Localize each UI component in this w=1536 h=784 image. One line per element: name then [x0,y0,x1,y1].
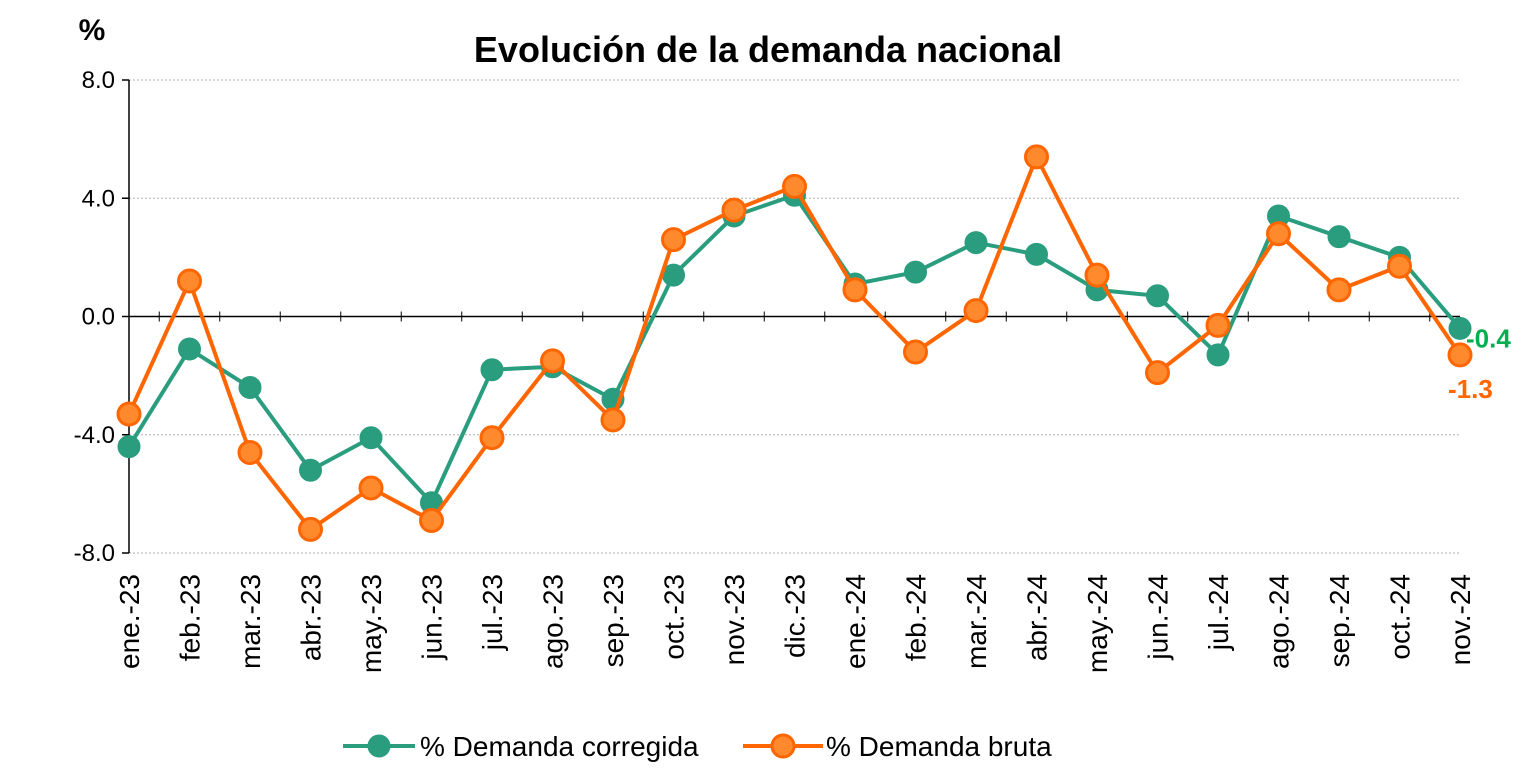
data-point [1025,242,1048,266]
data-point [480,358,504,382]
data-point [964,231,988,255]
x-tick-label: abr.-24 [1022,574,1053,661]
legend-label: % Demanda corregida [420,731,699,762]
legend: % Demanda corregida % Demanda bruta [343,731,1052,762]
data-point [419,507,444,533]
data-point [298,516,323,542]
data-point [479,425,505,451]
x-tick-label: sep.-24 [1324,574,1355,667]
x-tick-label: feb.-23 [175,574,206,661]
x-tick-label: nov.-23 [719,574,750,665]
data-point [117,435,141,459]
data-point [359,426,383,450]
x-tick-label: feb.-24 [901,574,932,661]
data-point [903,339,928,365]
x-tick-label: abr.-23 [296,574,327,661]
y-tick-label: -4.0 [74,422,115,449]
x-tick-label: mar.-23 [235,574,266,669]
series-layer [116,144,1473,542]
x-tick-label: may.-24 [1082,574,1113,673]
end-labels: -0.4 -1.3 [1448,323,1511,404]
data-point [721,197,747,223]
y-tick-label: 0.0 [82,304,115,331]
data-point [177,268,202,294]
data-point [540,348,565,374]
x-tick-label: oct.-24 [1385,574,1416,660]
axis-layer [122,79,1460,554]
data-point [1024,144,1049,170]
legend-swatch-marker [770,733,796,759]
x-tick-label: ene.-24 [840,574,871,669]
data-point [178,337,201,361]
data-point [358,475,384,501]
end-label-corregida: -0.4 [1466,323,1511,353]
data-point [782,173,807,199]
x-tick-label: jul.-24 [1203,574,1234,651]
data-point [1084,262,1110,288]
data-point [238,375,262,399]
data-point [116,401,142,427]
legend-label: % Demanda bruta [826,731,1052,762]
x-tick-label: jun.-24 [1143,574,1174,661]
data-point [1447,342,1473,368]
data-point [1327,225,1351,249]
series-line [127,193,1462,505]
data-point [1146,284,1169,308]
data-point [661,227,686,253]
data-point [1206,343,1230,367]
x-tick-label: jun.-23 [417,574,448,661]
data-point [1448,316,1472,340]
x-tick-label: ene.-23 [114,574,145,669]
data-point [1387,253,1412,279]
y-tick-label: 4.0 [82,185,115,212]
x-tick-label: jul.-23 [477,574,508,651]
x-tick-label: may.-23 [356,574,387,673]
x-tick-labels: ene.-23 feb.-23 mar.-23 abr.-23 may.-23 jun.-… [114,574,1476,673]
x-tick-label: oct.-23 [659,574,690,660]
data-point [1266,221,1291,247]
y-tick-label: 8.0 [82,67,115,94]
data-point [1145,360,1170,386]
chart-title: Evolución de la demanda nacional [474,29,1062,70]
x-tick-label: ago.-24 [1264,574,1295,669]
legend-swatch-marker [367,734,391,758]
data-point [600,407,626,433]
data-point [842,277,868,303]
y-tick-label: -8.0 [74,540,115,567]
x-tick-label: dic.-23 [780,574,811,658]
x-tick-label: ago.-23 [538,574,569,669]
x-tick-label: nov.-24 [1445,574,1476,665]
y-axis-unit-label: % [79,14,106,47]
y-tick-labels: 8.0 4.0 0.0 -4.0 -8.0 [74,67,115,567]
series-line [127,154,1462,532]
data-point [904,260,927,284]
x-tick-label: mar.-24 [961,574,992,669]
data-point [1326,277,1352,303]
data-point [299,458,322,482]
data-point [1205,312,1231,338]
data-point [237,439,263,465]
data-point [963,298,989,324]
end-label-bruta: -1.3 [1448,374,1493,404]
x-tick-label: sep.-23 [598,574,629,667]
